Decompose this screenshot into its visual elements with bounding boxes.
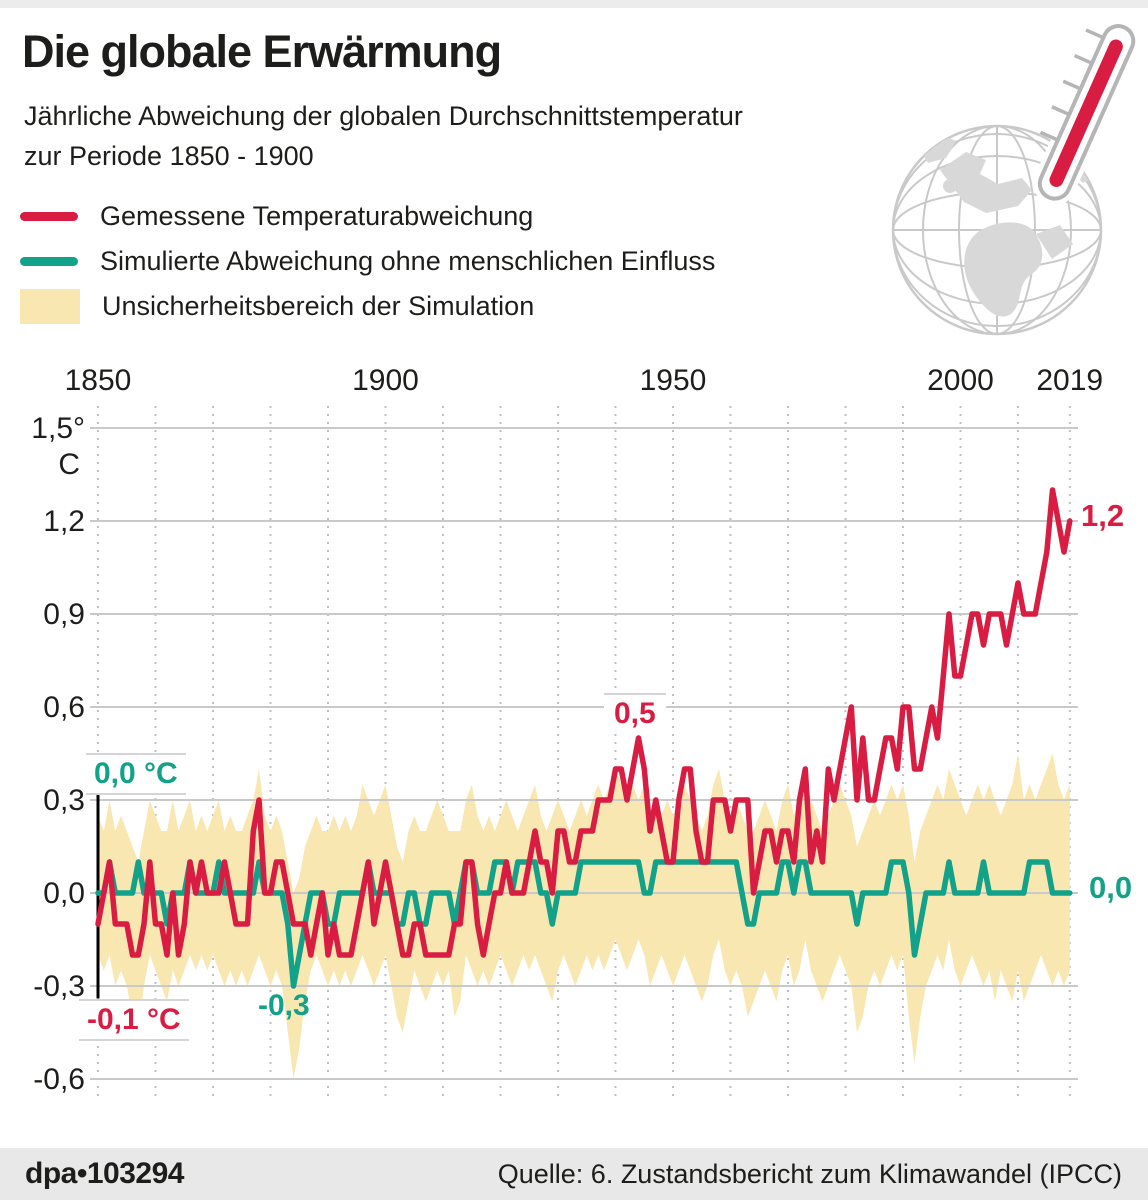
annotation-observed-start: -0,1 °C [79, 999, 189, 1041]
svg-text:1950: 1950 [640, 364, 707, 397]
source-credit: Quelle: 6. Zustandsbericht zum Klimawand… [497, 1158, 1122, 1189]
subtitle-line-2: zur Periode 1850 - 1900 [24, 141, 314, 171]
annotation-simulated-start: 0,0 °C [86, 753, 186, 795]
dpa-logo: dpa [25, 1157, 77, 1190]
legend-label-uncertainty: Unsicherheitsbereich der Simulation [102, 291, 535, 321]
simulated-line-swatch [20, 257, 78, 266]
globe-thermometer-illustration [891, 19, 1140, 336]
annotation-simulated-end: 0,0 [1089, 870, 1133, 905]
globe-continents [920, 134, 1101, 317]
svg-text:1900: 1900 [352, 364, 419, 397]
annotation-observed-1944: 0,5 [604, 693, 666, 733]
svg-text:1850: 1850 [65, 364, 132, 397]
page-title: Die globale Erwärmung [22, 26, 502, 77]
svg-text:0,9: 0,9 [43, 598, 85, 631]
svg-text:-0,6: -0,6 [33, 1063, 85, 1096]
legend-label-simulated: Simulierte Abweichung ohne menschlichen … [100, 246, 716, 276]
svg-text:1,2: 1,2 [43, 505, 85, 538]
svg-text:C: C [58, 448, 80, 481]
svg-text:1,5°: 1,5° [31, 412, 85, 445]
legend-item-observed: Gemessene Temperaturabweichung [20, 194, 715, 239]
annotation-observed-end: 1,2 [1081, 498, 1125, 533]
annotation-simulated-min: -0,3 [258, 989, 310, 1022]
thermometer-icon [1033, 19, 1140, 206]
footer: dpa•103294 Quelle: 6. Zustandsbericht zu… [0, 1148, 1148, 1200]
graphic-id: 103294 [86, 1157, 185, 1190]
legend-item-simulated: Simulierte Abweichung ohne menschlichen … [20, 239, 715, 284]
subtitle-line-1: Jährliche Abweichung der globalen Durchs… [24, 101, 743, 131]
legend-item-uncertainty: Unsicherheitsbereich der Simulation [20, 284, 715, 329]
svg-text:2019: 2019 [1036, 364, 1103, 397]
observed-line-swatch [20, 212, 78, 221]
legend: Gemessene Temperaturabweichung Simuliert… [20, 194, 715, 329]
top-border [0, 0, 1148, 8]
legend-label-observed: Gemessene Temperaturabweichung [100, 201, 534, 231]
svg-text:0,3: 0,3 [43, 784, 85, 817]
svg-text:0,6: 0,6 [43, 691, 85, 724]
svg-text:-0,3: -0,3 [33, 970, 85, 1003]
svg-text:0,0: 0,0 [43, 877, 85, 910]
dpa-credit: dpa•103294 [25, 1157, 184, 1191]
dpa-bullet: • [76, 1157, 88, 1190]
uncertainty-band-swatch [20, 289, 80, 324]
svg-text:2000: 2000 [927, 364, 994, 397]
subtitle: Jährliche Abweichung der globalen Durchs… [24, 96, 743, 176]
